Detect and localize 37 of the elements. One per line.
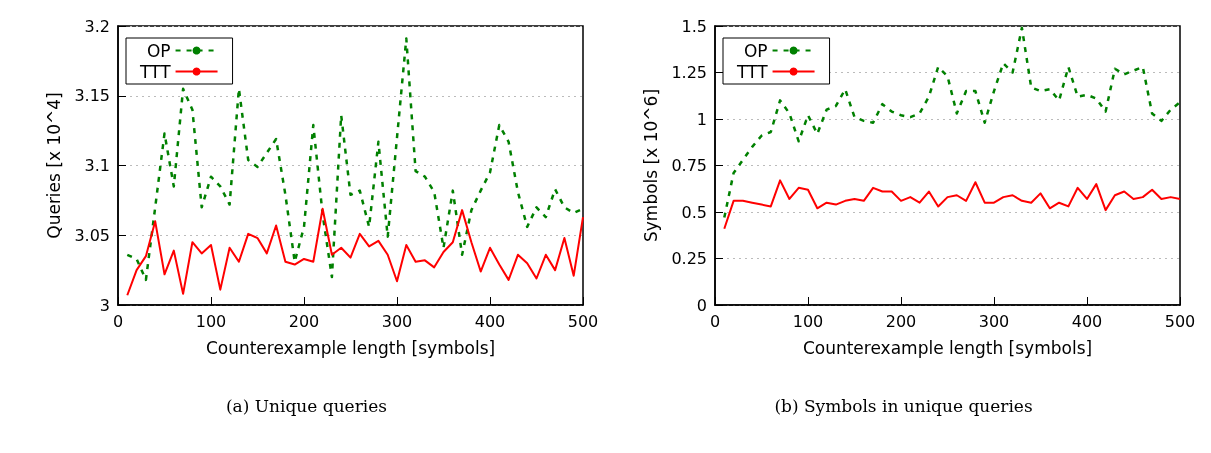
legend-label: OP: [146, 40, 171, 61]
line-series: [723, 26, 1182, 219]
line-series: [723, 179, 1181, 230]
legend-label: OP: [743, 40, 768, 61]
x-tick-label: 500: [567, 311, 599, 331]
y-tick-label: 0: [696, 295, 707, 315]
legend-label: TTT: [735, 61, 769, 82]
y-tick-label: 3.05: [74, 225, 110, 245]
y-tick-label: 1.25: [671, 63, 707, 82]
x-tick-label: 400: [474, 311, 506, 331]
x-tick-label: 200: [885, 311, 917, 331]
y-tick-label: 0.75: [671, 156, 707, 175]
y-tick-label: 3: [99, 295, 110, 315]
y-tick-label: 1: [696, 109, 707, 129]
y-tick-label: 3.1: [84, 156, 110, 175]
x-tick-label: 300: [978, 311, 1010, 331]
x-tick-label: 300: [381, 311, 413, 331]
x-tick-label: 100: [195, 311, 227, 331]
x-axis-title: Counterexample length [symbols]: [802, 337, 1093, 358]
y-tick-label: 3.15: [74, 86, 110, 106]
x-axis-title: Counterexample length [symbols]: [205, 337, 496, 358]
line-series: [126, 207, 584, 297]
x-tick-label: 500: [1164, 311, 1196, 331]
x-tick-label: 0: [709, 311, 721, 331]
legend-label: TTT: [138, 61, 172, 82]
y-tick-label: 0.5: [681, 202, 707, 222]
x-tick-label: 200: [288, 311, 320, 331]
y-tick-label: 3.2: [84, 16, 110, 36]
y-axis-title: Symbols [x 10^6]: [640, 88, 661, 243]
x-tick-label: 100: [792, 311, 824, 331]
y-axis-title: Queries [x 10^4]: [43, 92, 64, 239]
y-tick-label: 0.25: [671, 249, 707, 268]
x-tick-label: 400: [1071, 311, 1103, 331]
text: (a) Unique queries: [225, 395, 388, 416]
text: (b) Symbols in unique queries: [774, 395, 1033, 416]
y-tick-label: 1.5: [681, 16, 707, 36]
x-tick-label: 0: [112, 311, 124, 331]
